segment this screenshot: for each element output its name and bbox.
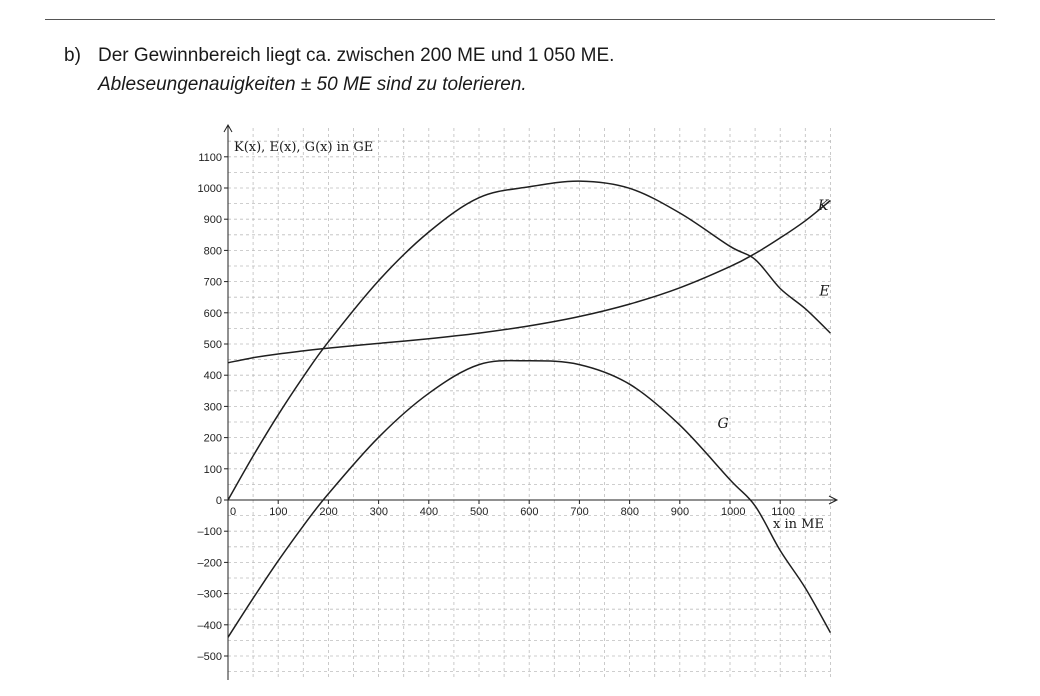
- y-tick-label: –400: [198, 620, 222, 632]
- curve-e: [227, 180, 831, 501]
- y-tick-label: 400: [204, 370, 222, 382]
- x-tick-label: 800: [621, 506, 639, 518]
- y-tick-label: 900: [204, 214, 222, 226]
- y-tick-label: 1100: [198, 152, 222, 164]
- curve-label-k: K: [817, 198, 830, 214]
- curve-label-g: G: [717, 416, 728, 432]
- x-tick-label: 900: [671, 506, 689, 518]
- x-tick-label: 500: [470, 506, 488, 518]
- task-label: b): [64, 45, 81, 66]
- y-tick-label: –500: [198, 651, 222, 663]
- curve-g: [227, 359, 832, 638]
- axes: [223, 123, 839, 680]
- curve-label-e: E: [818, 284, 829, 300]
- curves: [227, 180, 832, 638]
- y-tick-label: 600: [204, 308, 222, 320]
- curve-labels: K E G: [717, 198, 829, 432]
- top-divider: [45, 19, 995, 20]
- task-text: Der Gewinnbereich liegt ca. zwischen 200…: [98, 45, 615, 66]
- y-tick-label: 800: [204, 245, 222, 257]
- y-tick-label: –200: [198, 557, 222, 569]
- x-tick-label: 300: [370, 506, 388, 518]
- y-tick-label: –100: [198, 526, 222, 538]
- grid: [228, 128, 834, 680]
- y-tick-label: 200: [204, 433, 222, 445]
- y-tick-label: 100: [204, 464, 222, 476]
- x-tick-label: 0: [230, 506, 236, 518]
- x-tick-label: 700: [570, 506, 588, 518]
- x-tick-label: 400: [420, 506, 438, 518]
- y-tick-label: 500: [204, 339, 222, 351]
- y-tick-label: 300: [204, 401, 222, 413]
- y-tick-label: 0: [216, 495, 222, 507]
- y-tick-label: 700: [204, 277, 222, 289]
- y-tick-label: –300: [198, 589, 222, 601]
- tick-labels: 0 100 200 300 400 500 600 700 800 900 1000 11001100…: [198, 152, 795, 663]
- x-axis-label: x in ME: [773, 517, 824, 532]
- y-axis-label: K(x), E(x), G(x) in GE: [234, 140, 373, 155]
- x-axis-arrow: [828, 495, 839, 505]
- x-tick-label: 200: [319, 506, 337, 518]
- x-tick-label: 100: [269, 506, 287, 518]
- x-tick-label: 1100: [771, 506, 795, 518]
- y-axis-arrow: [223, 123, 233, 133]
- curve-k: [227, 199, 831, 364]
- task-note: Ableseungenauigkeiten ± 50 ME sind zu to…: [98, 74, 527, 95]
- x-tick-label: 1000: [721, 506, 745, 518]
- y-tick-label: 1000: [198, 183, 222, 195]
- x-tick-label: 600: [520, 506, 538, 518]
